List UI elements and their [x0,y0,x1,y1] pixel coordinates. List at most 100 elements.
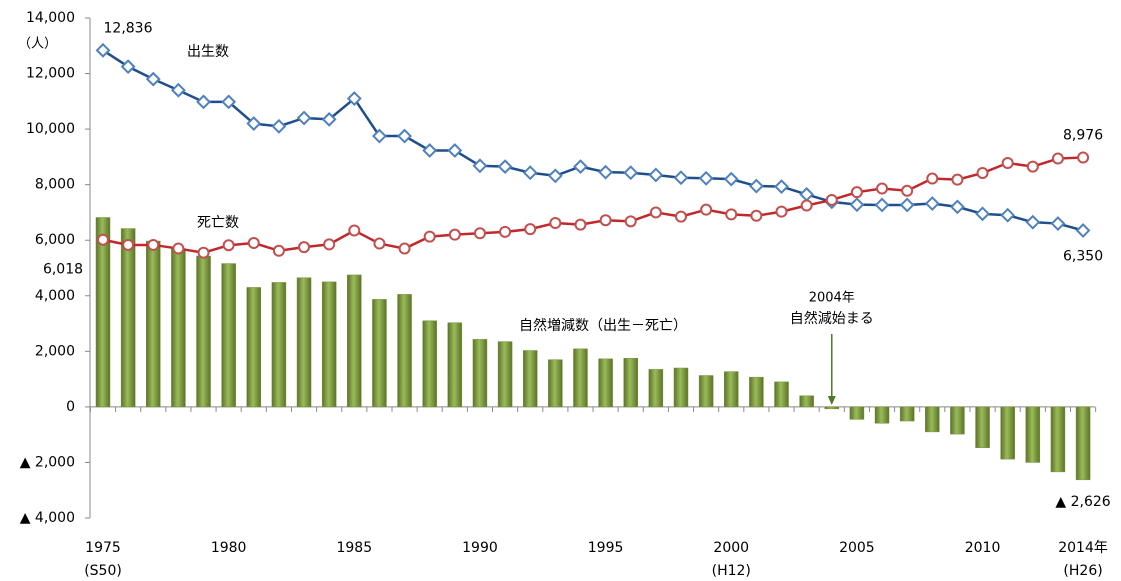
marker [876,182,889,195]
marker [397,128,412,144]
marker [323,238,336,251]
marker [599,214,612,227]
marker [346,91,362,106]
marker [120,59,136,75]
bar [221,263,236,408]
marker [624,215,637,228]
bar [598,358,613,408]
marker [1051,152,1064,165]
bar [573,348,588,408]
bar [925,406,940,433]
bar [1075,406,1091,481]
x-tick-label: 1985 [336,540,372,556]
marker [246,116,262,131]
marker [197,246,210,259]
x-tick-label: 2014年 [1058,540,1108,556]
x-tick-label: 1995 [588,540,624,556]
x-tick-label: 1980 [211,540,247,556]
marker [700,203,713,216]
marker [447,143,463,158]
marker [850,186,863,199]
marker [472,158,488,174]
marker [799,186,815,202]
marker [574,218,587,231]
line [102,49,1084,232]
bar [899,406,915,422]
data-label: ▲ 2,626 [1055,494,1110,510]
marker [398,242,411,255]
bar [271,282,287,408]
marker [725,208,738,221]
marker [170,82,186,98]
y-tick-label: ▲ 4,000 [20,510,75,526]
marker [373,237,386,250]
bar [724,371,739,408]
marker [674,210,687,223]
series-label: 出生数 [187,44,229,60]
y-tick-label: 6,000 [35,232,75,248]
bar [397,294,412,408]
marker [649,206,662,219]
marker [825,193,838,206]
x-tick-label: 2005 [839,540,875,556]
marker [849,197,865,213]
x-tick-sublabel: (H12) [712,563,751,579]
marker [976,167,989,179]
marker [473,227,486,240]
marker [95,42,111,58]
marker [172,242,185,255]
arrow-head [827,396,836,405]
bar [95,217,111,408]
marker [623,165,639,181]
bar [522,350,538,408]
marker [145,71,161,87]
data-label: 12,836 [104,20,153,36]
x-tick-label: 1990 [462,540,498,556]
marker [951,173,964,186]
bar [774,381,789,408]
marker [800,199,813,212]
y-tick-label: 0 [66,399,75,415]
bar [296,277,312,408]
y-tick-label: 10,000 [26,121,75,137]
line [102,156,1084,255]
bar [1000,406,1015,460]
y-tick-label: ▲ 2,000 [20,454,75,470]
marker [924,196,940,211]
bar [497,341,513,408]
bar [447,322,463,408]
marker [272,244,285,257]
marker [1001,157,1014,169]
marker [598,164,614,180]
marker [748,178,764,194]
bar [950,406,965,435]
x-tick-label: 2000 [713,540,749,556]
marker [899,197,915,213]
marker [774,179,789,195]
marker [372,128,387,144]
marker [97,233,109,246]
bar [246,287,262,408]
data-label: 6,018 [43,262,83,278]
bar [799,395,814,408]
bar [372,299,387,408]
y-unit: （人） [18,37,57,52]
x-tick-label: 1975 [85,540,121,556]
bar [196,255,211,408]
y-tick-label: 8,000 [35,177,75,193]
marker [298,241,311,254]
marker [874,197,890,213]
marker [497,159,513,175]
x-tick-sublabel: (S50) [84,563,122,579]
bar [146,240,161,408]
marker [1026,160,1039,173]
data-label: 6,350 [1063,249,1103,265]
marker [673,170,689,186]
marker [926,172,939,185]
marker [222,239,235,252]
marker [147,238,160,251]
marker [549,217,562,229]
y-tick-label: 14,000 [26,10,75,26]
bar [648,369,664,408]
series-label: 死亡数 [197,215,239,231]
